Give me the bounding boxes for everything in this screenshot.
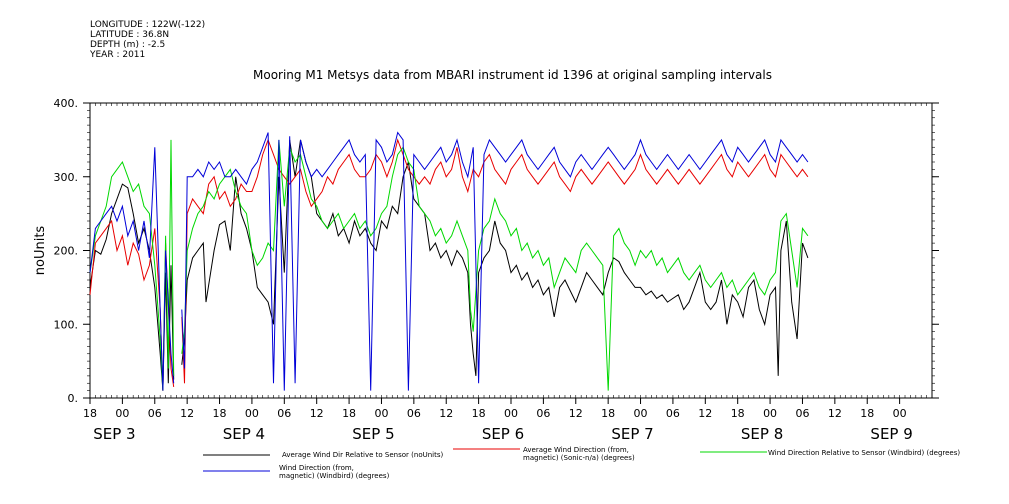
x-tick-label: 18 [342, 407, 356, 420]
longitude-label: LONGITUDE : 122W(-122) [90, 20, 206, 30]
x-tick-label: 18 [472, 407, 486, 420]
x-tick-label: 00 [763, 407, 777, 420]
chart-title: Mooring M1 Metsys data from MBARI instru… [253, 68, 772, 82]
legend-label-line: Wind Direction (from, [279, 464, 354, 472]
x-tick-label: 12 [439, 407, 453, 420]
chart-title-wrap: Mooring M1 Metsys data from MBARI instru… [0, 68, 1009, 82]
legend-label-4: Wind Direction (from, magnetic) (Windbird… [279, 464, 389, 480]
x-tick-label: 18 [731, 407, 745, 420]
legend-label-line: Wind Direction Relative to Sensor (Windb… [768, 449, 961, 457]
legend-label-line: Average Wind Direction (from, [523, 446, 629, 454]
x-day-label: SEP 4 [223, 425, 265, 443]
legend-label-line: Average Wind Dir Relative to Sensor (noU… [282, 451, 444, 459]
x-tick-label: 06 [795, 407, 809, 420]
x-tick-label: 06 [277, 407, 291, 420]
x-day-label: SEP 5 [352, 425, 394, 443]
x-day-label: SEP 3 [93, 425, 135, 443]
x-tick-label: 00 [245, 407, 259, 420]
x-day-label: SEP 9 [870, 425, 912, 443]
y-axis-label: noUnits [33, 226, 48, 276]
metadata-block: LONGITUDE : 122W(-122) LATITUDE : 36.8N … [90, 20, 205, 60]
y-tick-label: 100. [54, 318, 79, 331]
x-day-label: SEP 7 [611, 425, 653, 443]
x-tick-label: 00 [374, 407, 388, 420]
legend-label-line: magnetic) (Windbird) (degrees) [279, 472, 390, 480]
y-tick-label: 0. [68, 392, 79, 405]
legend-label-2: Average Wind Direction (from, magnetic) (… [523, 446, 635, 462]
x-tick-label: 00 [634, 407, 648, 420]
legend-label-line: magnetic) (Sonic-n/a) (degrees) [523, 454, 635, 462]
x-tick-label: 12 [569, 407, 583, 420]
x-tick-label: 00 [893, 407, 907, 420]
legend-label-3: Wind Direction Relative to Sensor (Windb… [768, 449, 960, 457]
x-tick-label: 18 [213, 407, 227, 420]
x-tick-label: 18 [83, 407, 97, 420]
x-tick-label: 18 [601, 407, 615, 420]
year-label: YEAR : 2011 [90, 50, 146, 60]
y-tick-label: 200. [54, 245, 79, 258]
x-tick-label: 12 [310, 407, 324, 420]
series-line-3 [89, 139, 809, 391]
x-tick-label: 12 [828, 407, 842, 420]
x-tick-label: 12 [180, 407, 194, 420]
x-tick-label: 06 [666, 407, 680, 420]
x-day-label: SEP 6 [482, 425, 524, 443]
y-tick-label: 400. [54, 97, 79, 110]
x-tick-label: 18 [860, 407, 874, 420]
x-tick-label: 06 [536, 407, 550, 420]
x-tick-label: 06 [148, 407, 162, 420]
x-tick-label: 06 [407, 407, 421, 420]
legend-label-1: Average Wind Dir Relative to Sensor (noU… [282, 451, 443, 459]
x-tick-label: 00 [504, 407, 518, 420]
depth-label: DEPTH (m) : -2.5 [90, 40, 166, 50]
x-day-label: SEP 8 [741, 425, 783, 443]
y-tick-label: 300. [54, 171, 79, 184]
x-tick-label: 00 [115, 407, 129, 420]
latitude-label: LATITUDE : 36.8N [90, 30, 170, 40]
x-tick-label: 12 [698, 407, 712, 420]
series-line-4 [89, 131, 809, 391]
